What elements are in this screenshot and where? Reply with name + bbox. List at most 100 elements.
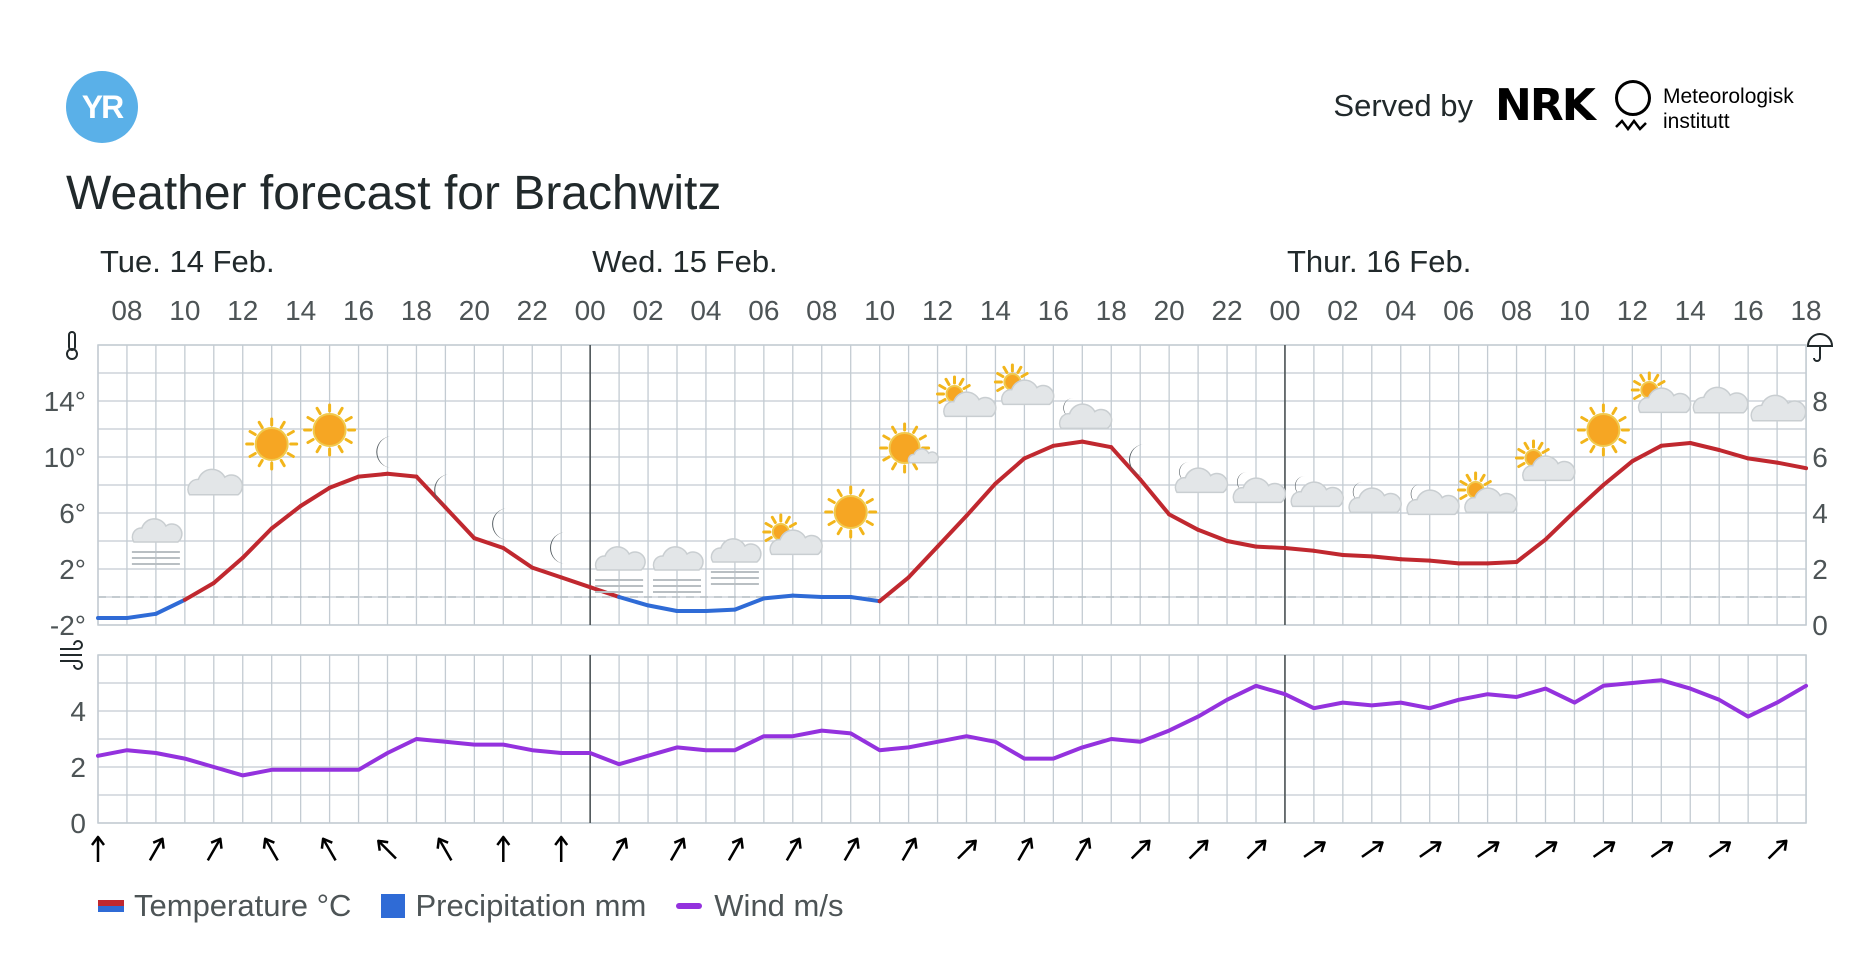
temperature-swatch-icon <box>98 900 124 912</box>
sun-ray <box>938 398 947 404</box>
arrow-head <box>1255 839 1267 851</box>
wind-direction-arrow-icon <box>669 837 686 862</box>
sun-disc <box>254 427 289 461</box>
wind-direction-arrow-icon <box>1303 840 1326 858</box>
sun-ray <box>1611 444 1618 454</box>
nrk-logo[interactable]: NRK <box>1495 80 1596 131</box>
temperature-segment <box>182 581 216 602</box>
wind-direction-arrow-icon <box>206 837 223 862</box>
wind-direction-arrow-icon <box>1534 840 1558 858</box>
sun-disc <box>1586 413 1621 447</box>
x-tick-label: 14 <box>980 295 1011 326</box>
temperature-segment <box>935 513 969 549</box>
sun-ray <box>1517 448 1526 454</box>
met-institute-logo[interactable]: Meteorologisk institutt <box>1615 78 1853 138</box>
wind-direction-arrow-icon <box>957 839 977 860</box>
temperature-segment <box>501 546 535 570</box>
legend-temperature-label: Temperature °C <box>134 888 352 923</box>
sun-ray <box>912 462 919 471</box>
temperature-segment <box>472 536 506 550</box>
wind-direction-arrow-icon <box>377 839 397 860</box>
sun-ray <box>1537 441 1544 450</box>
sun-ray <box>248 430 257 436</box>
temperature-segment <box>1080 439 1114 450</box>
partly-cloudy-night-icon <box>1348 482 1402 514</box>
sun-ray <box>882 455 891 462</box>
legend-wind-label: Wind m/s <box>714 888 844 923</box>
cloud-shape <box>1000 379 1055 406</box>
arrow-head <box>1604 840 1616 853</box>
wind-icon <box>60 640 83 670</box>
temperature-segment <box>1572 483 1606 514</box>
cloud-shape <box>187 468 244 496</box>
arrow-head <box>320 837 333 849</box>
arrow-shaft <box>1188 840 1208 860</box>
temperature-segment <box>848 595 882 604</box>
arrow-head <box>1021 837 1034 849</box>
x-tick-label: 04 <box>1385 295 1416 326</box>
yr-logo[interactable]: YR <box>66 71 138 143</box>
arrow-shaft <box>1017 838 1032 862</box>
x-tick-label: 16 <box>1733 295 1764 326</box>
x-tick-label: 12 <box>922 295 953 326</box>
sun-ray <box>337 444 344 454</box>
sun-ray <box>1618 416 1627 422</box>
temperature-segment <box>124 611 158 620</box>
wind-swatch-icon <box>676 903 703 909</box>
sun-ray <box>1580 416 1589 422</box>
y-tick-label: 10° <box>44 442 86 473</box>
temperature-segment <box>1254 544 1287 550</box>
wind-direction-arrow-icon <box>496 835 511 862</box>
cloud-shape <box>1750 394 1807 422</box>
sun-ray <box>279 458 286 468</box>
sun-ray <box>1633 394 1642 400</box>
temperature-segment <box>646 603 679 613</box>
temperature-segment <box>1543 509 1577 542</box>
temperature-panel-border <box>97 344 1807 626</box>
temperature-segment <box>298 485 332 508</box>
cloud-shape <box>1058 403 1113 430</box>
temperature-segment <box>964 481 998 518</box>
temperature-segment <box>1398 557 1432 563</box>
x-tick-label: 22 <box>1211 295 1242 326</box>
fog-cloud-icon <box>652 546 704 593</box>
sun-ray <box>1517 462 1526 468</box>
wind-direction-arrow-icon <box>843 837 860 862</box>
sun-ray <box>1589 406 1596 416</box>
wind-direction-arrow-icon <box>1130 839 1151 860</box>
arrow-head <box>262 837 275 849</box>
x-tick-label: 12 <box>227 295 258 326</box>
cloud-shape <box>1692 386 1749 414</box>
partly-cloudy-night-icon <box>1406 484 1460 516</box>
arrow-shaft <box>1767 840 1787 860</box>
sun-ray <box>958 377 965 386</box>
temperature-segment <box>1717 448 1751 461</box>
partly-cloudy-night-icon <box>1174 462 1229 494</box>
arrow-shaft <box>1477 842 1499 858</box>
temperature-segment <box>385 471 419 479</box>
arrow-head <box>789 837 802 849</box>
sun-ray <box>1580 438 1589 444</box>
sun-ray <box>1459 480 1468 486</box>
sun-disc <box>312 413 347 447</box>
arrow-head <box>847 837 860 849</box>
sun-ray <box>764 522 773 528</box>
temperature-segment <box>1022 443 1056 461</box>
temperature-segment <box>356 471 390 479</box>
x-tick-label: 10 <box>1559 295 1590 326</box>
arrow-head <box>496 835 511 846</box>
wind-direction-arrow-icon <box>1592 840 1616 858</box>
cloud-shape <box>1637 387 1692 414</box>
partly-cloudy-night-icon <box>1232 472 1287 504</box>
cloud-shape <box>943 391 997 418</box>
temperature-segment <box>1630 443 1664 464</box>
arrow-head <box>436 837 449 849</box>
fog-cloud-icon <box>710 538 762 585</box>
header: YR Served by NRK Meteorologisk institutt <box>0 0 1853 160</box>
cloud-shape <box>769 529 823 556</box>
temperature-segment <box>211 555 245 585</box>
cloud-shape <box>710 538 762 563</box>
cloud-shape <box>907 448 939 464</box>
sun-ray <box>315 406 322 416</box>
cloud-icon <box>187 468 244 496</box>
